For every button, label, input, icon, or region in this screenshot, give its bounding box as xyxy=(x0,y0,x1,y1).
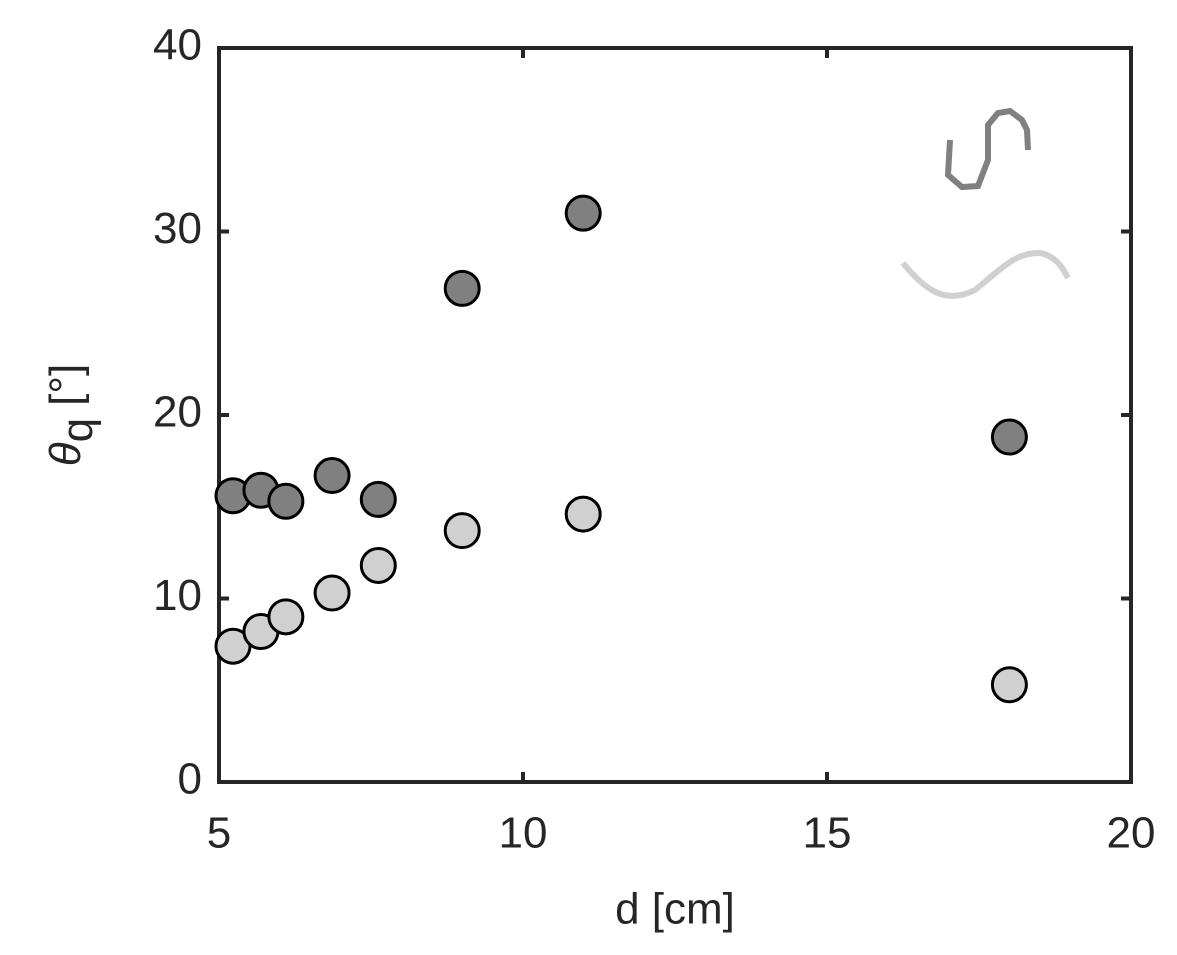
y-label-subscript: q xyxy=(53,418,102,442)
point xyxy=(267,482,305,520)
y-tick-label: 40 xyxy=(153,21,202,70)
point xyxy=(313,574,351,612)
point xyxy=(359,480,397,518)
point xyxy=(564,194,602,232)
point xyxy=(990,666,1028,704)
y-tick-label: 10 xyxy=(153,571,202,620)
x-tick-label: 20 xyxy=(1107,809,1156,858)
y-tick-label: 0 xyxy=(178,755,202,804)
y-axis-label: θq [°] xyxy=(41,364,102,466)
point xyxy=(990,418,1028,456)
legend-icon xyxy=(944,107,1031,191)
x-tick-label: 10 xyxy=(499,809,548,858)
y-tick-label: 30 xyxy=(153,204,202,253)
point xyxy=(564,495,602,533)
legend-icon xyxy=(900,249,1071,299)
point xyxy=(359,546,397,584)
y-tick-label: 20 xyxy=(153,388,202,437)
y-label-symbol: θ xyxy=(41,442,90,466)
y-label-unit: [°] xyxy=(41,364,90,406)
x-tick-label: 5 xyxy=(207,809,231,858)
point xyxy=(443,269,481,307)
plot-frame xyxy=(217,46,1133,784)
x-axis-label: d [cm] xyxy=(615,885,735,934)
point xyxy=(267,598,305,636)
point xyxy=(313,457,351,495)
x-tick-label: 15 xyxy=(803,809,852,858)
point xyxy=(443,512,481,550)
